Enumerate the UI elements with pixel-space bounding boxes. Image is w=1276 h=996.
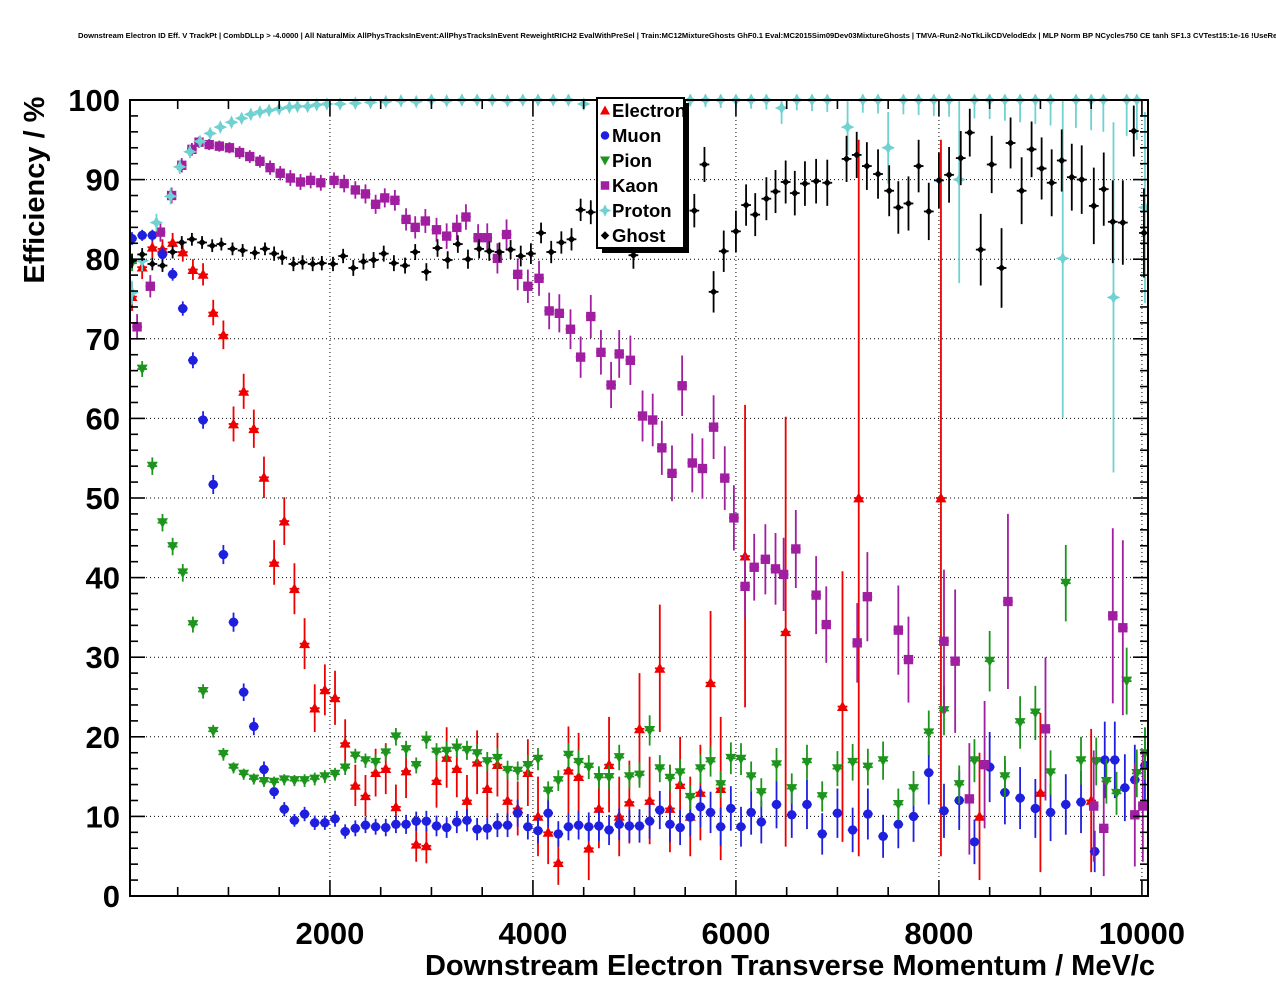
x-tick-label: 2000 [295,916,364,951]
plot-title: Downstream Electron ID Eff. V TrackPt | … [78,31,1276,40]
x-tick-label: 4000 [498,916,567,951]
y-tick-label: 60 [86,401,120,436]
series-muon [129,229,1149,873]
tick-labels: 0 10 20 30 40 50 60 70 80 90 100 2000 4000 6000 8000 10… [68,83,1185,951]
y-tick-label: 70 [86,322,120,357]
legend-label-proton: Proton [612,200,672,221]
y-tick-label: 10 [86,799,120,834]
plot-frame [129,99,1149,897]
y-tick-label: 30 [86,640,120,675]
x-axis-title: Downstream Electron Transverse Momentum … [425,950,1155,982]
x-tick-label: 6000 [701,916,770,951]
y-tick-label: 90 [86,163,120,198]
y-axis-title: Efficiency / % [19,96,51,283]
y-tick-label: 100 [68,83,120,118]
legend-label-pion: Pion [612,150,652,171]
legend-label-kaon: Kaon [612,175,658,196]
series-pion [129,255,1149,821]
y-tick-label: 50 [86,481,120,516]
y-tick-label: 20 [86,720,120,755]
legend-label-electron: Electron [612,100,686,121]
legend-label-muon: Muon [612,125,661,146]
y-tick-label: 0 [103,879,120,914]
x-tick-label: 8000 [904,916,973,951]
series-ghost [129,105,1149,313]
y-tick-label: 40 [86,561,120,596]
legend: Electron Muon Pion Kaon Proton Ghost [596,97,689,253]
x-tick-label: 10000 [1099,916,1185,951]
legend-label-ghost: Ghost [612,225,665,246]
y-tick-label: 80 [86,242,120,277]
